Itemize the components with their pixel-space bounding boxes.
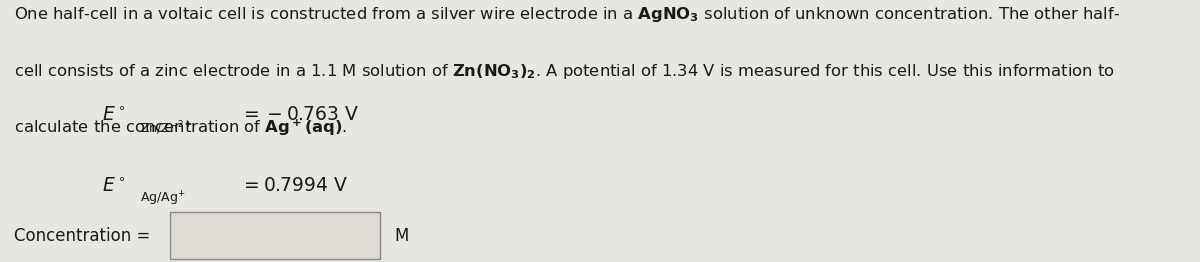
Text: $= -0.763\ \mathrm{V}$: $= -0.763\ \mathrm{V}$: [240, 105, 359, 124]
Text: $\mathit{E}^\circ$: $\mathit{E}^\circ$: [102, 176, 126, 195]
Text: $\mathrm{Ag/Ag^{+}}$: $\mathrm{Ag/Ag^{+}}$: [140, 190, 186, 208]
Text: $\mathrm{Zn/Zn^{2+}}$: $\mathrm{Zn/Zn^{2+}}$: [140, 119, 193, 137]
Text: calculate the concentration of $\mathbf{Ag^+(aq)}$.: calculate the concentration of $\mathbf{…: [14, 118, 348, 138]
Text: cell consists of a zinc electrode in a 1.1 M solution of $\mathbf{Zn(NO_3)_2}$. : cell consists of a zinc electrode in a 1…: [14, 62, 1115, 81]
Text: $\mathit{E}^\circ$: $\mathit{E}^\circ$: [102, 105, 126, 124]
Text: M: M: [395, 227, 409, 245]
Text: $= 0.7994\ \mathrm{V}$: $= 0.7994\ \mathrm{V}$: [240, 176, 348, 195]
Text: Concentration =: Concentration =: [14, 227, 151, 245]
Text: One half-cell in a voltaic cell is constructed from a silver wire electrode in a: One half-cell in a voltaic cell is const…: [14, 5, 1121, 24]
FancyBboxPatch shape: [170, 212, 380, 259]
